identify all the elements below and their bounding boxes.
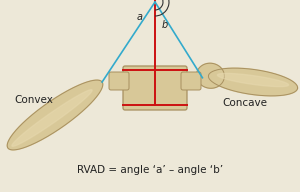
Polygon shape bbox=[7, 80, 103, 150]
FancyBboxPatch shape bbox=[181, 72, 201, 90]
Polygon shape bbox=[217, 73, 289, 87]
FancyBboxPatch shape bbox=[109, 72, 129, 90]
Polygon shape bbox=[208, 68, 298, 96]
Text: Convex: Convex bbox=[14, 95, 53, 105]
Text: b: b bbox=[162, 20, 168, 30]
FancyBboxPatch shape bbox=[123, 66, 187, 110]
Text: a: a bbox=[137, 12, 143, 22]
Polygon shape bbox=[12, 90, 92, 146]
Text: Concave: Concave bbox=[222, 98, 267, 108]
Polygon shape bbox=[196, 63, 224, 88]
Text: RVAD = angle ‘a’ – angle ‘b’: RVAD = angle ‘a’ – angle ‘b’ bbox=[77, 165, 223, 175]
